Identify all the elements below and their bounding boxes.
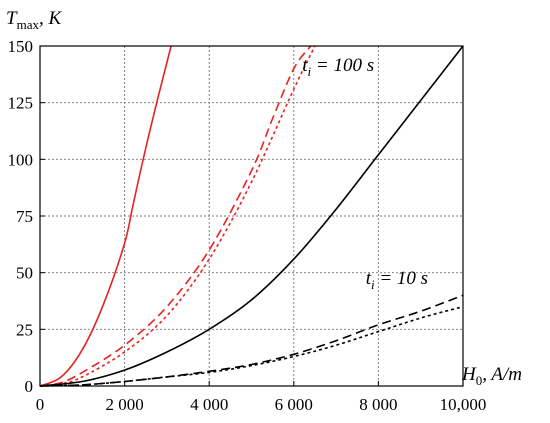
- x-tick-label: 2 000: [105, 395, 143, 414]
- series-line-5: [39, 294, 464, 387]
- y-tick-label: 125: [8, 94, 34, 113]
- y-tick-label: 50: [16, 264, 33, 283]
- y-tick-label: 0: [25, 377, 34, 396]
- series-line-3: [39, 45, 316, 387]
- y-axis-label: Tmax, K: [6, 8, 62, 32]
- x-tick-label: 4 000: [190, 395, 228, 414]
- series-line-6: [39, 305, 464, 387]
- x-tick-label: 10,000: [440, 395, 487, 414]
- series-group: [39, 45, 464, 387]
- annotation-1: ti = 100 s: [302, 55, 374, 79]
- x-tick-label: 0: [36, 395, 45, 414]
- series-line-2: [39, 45, 312, 387]
- y-tick-label: 150: [8, 37, 34, 56]
- tick-group: 0 2 000 4 000 6 000 8 000 10,000 0 25 50 75 100 125…: [8, 37, 487, 414]
- x-tick-label: 6 000: [275, 395, 313, 414]
- series-line-1: [39, 45, 172, 387]
- plot-frame: [39, 45, 464, 387]
- y-tick-label: 100: [8, 150, 34, 169]
- annotation-group: ti = 100 s ti = 10 s: [302, 55, 428, 292]
- grid: [40, 46, 463, 386]
- series-line-4: [39, 45, 464, 387]
- x-axis-label: H0, A/m: [461, 364, 522, 388]
- x-tick-label: 8 000: [359, 395, 397, 414]
- y-tick-label: 75: [16, 207, 33, 226]
- annotation-2: ti = 10 s: [366, 268, 428, 292]
- y-tick-label: 25: [16, 320, 33, 339]
